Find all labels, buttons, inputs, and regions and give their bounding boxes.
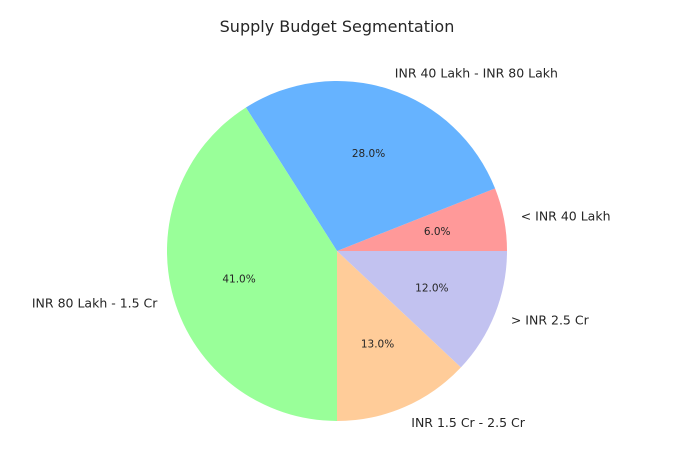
pie-slice-inr-1-5-cr-2-5-cr	[337, 251, 461, 421]
slice-percent-label: 6.0%	[424, 226, 451, 238]
slice-percent-label: 13.0%	[361, 339, 394, 351]
pie-labels: 6.0% < INR 40 Lakh 28.0% INR 40 Lakh - INR …	[32, 66, 611, 430]
pie-slice-inr-2-5-cr	[337, 251, 507, 368]
slice-category-label: > INR 2.5 Cr	[511, 312, 590, 327]
slice-percent-label: 41.0%	[222, 273, 255, 285]
chart-title: Supply Budget Segmentation	[220, 17, 455, 36]
pie-slices	[167, 81, 507, 421]
slice-category-label: INR 1.5 Cr - 2.5 Cr	[411, 415, 525, 430]
slice-percent-label: 12.0%	[415, 283, 448, 295]
slice-category-label: < INR 40 Lakh	[521, 208, 611, 223]
slice-percent-label: 28.0%	[352, 148, 385, 160]
pie-slice-inr-40-lakh-inr-80-lakh	[245, 81, 496, 251]
slice-category-label: INR 40 Lakh - INR 80 Lakh	[395, 66, 558, 81]
pie-slice-inr-80-lakh-1-5-cr	[167, 107, 337, 421]
slice-category-label: INR 80 Lakh - 1.5 Cr	[32, 296, 158, 311]
pie-slice-inr-40-lakh	[337, 188, 507, 251]
